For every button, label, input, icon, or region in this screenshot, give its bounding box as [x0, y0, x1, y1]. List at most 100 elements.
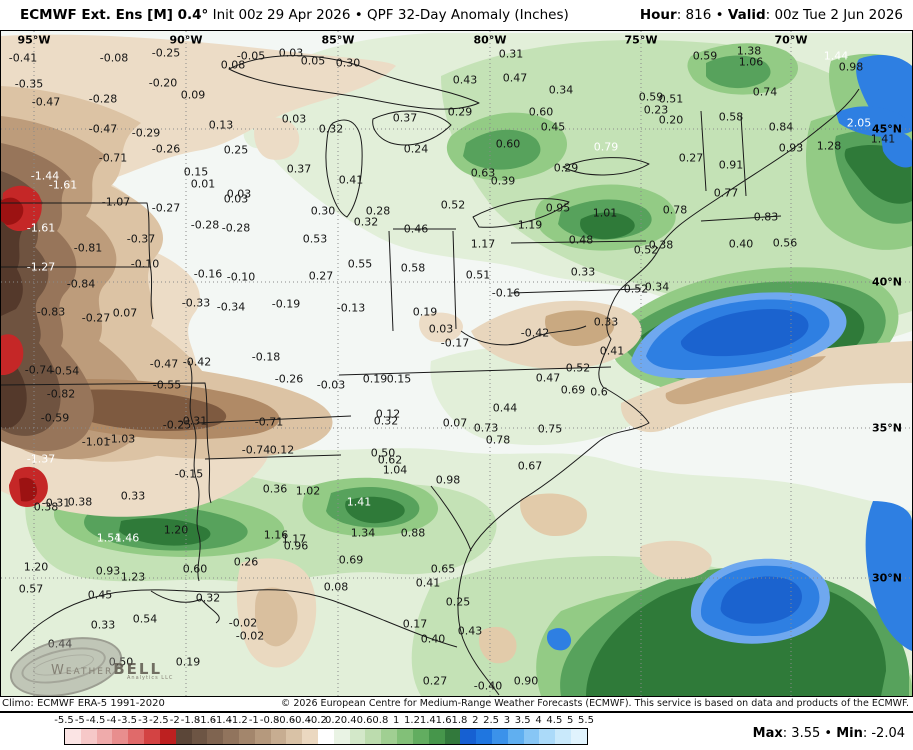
map-value-label: 0.52	[633, 243, 659, 257]
map-value-label: -0.18	[251, 350, 281, 364]
scale-color-cell	[491, 729, 508, 744]
map-value-label: 0.12	[269, 443, 295, 457]
map-value-label: 0.23	[643, 103, 669, 117]
copyright-text: © 2026 European Centre for Medium-Range …	[280, 698, 909, 709]
scale-color-cell	[65, 729, 81, 744]
map-value-label: 1.44	[823, 49, 849, 63]
map-value-label: -1.61	[48, 178, 78, 192]
scale-color-cell	[349, 729, 366, 744]
scale-color-cell	[318, 729, 334, 744]
min-value: -2.04	[871, 726, 905, 741]
map-value-label: 0.12	[375, 407, 401, 421]
map-value-label: 1.20	[163, 523, 189, 537]
scale-tick-label: -2.5	[149, 715, 169, 726]
longitude-label: 80°W	[473, 33, 507, 47]
map-value-label: 0.58	[400, 261, 426, 275]
meta-row: Climo: ECMWF ERA-5 1991-2020 © 2026 Euro…	[0, 697, 913, 710]
hour-label: Hour	[639, 7, 677, 23]
map-value-label: -0.27	[81, 311, 111, 325]
map-value-label: 0.65	[430, 562, 456, 576]
valid-value: 00z Tue 2 Jun 2026	[774, 7, 903, 23]
map-value-label: 0.47	[502, 71, 528, 85]
map-value-label: 0.41	[599, 344, 625, 358]
scale-tick-label: 4	[535, 715, 542, 726]
map-value-label: -0.41	[8, 51, 38, 65]
map-value-label: -0.05	[236, 49, 266, 63]
logo-text-bell: BELL	[113, 660, 163, 678]
map-title: ECMWF Ext. Ens [M] 0.4° Init 00z 29 Apr …	[20, 7, 569, 23]
scale-color-cell	[412, 729, 429, 744]
map-value-label: -0.25	[162, 418, 192, 432]
map-value-label: -0.31	[41, 496, 71, 510]
map-value-label: 0.41	[338, 173, 364, 187]
blues-layer	[546, 55, 912, 651]
map-value-label: 0.93	[778, 141, 804, 155]
map-value-label: 0.91	[718, 158, 744, 172]
map-value-label: 0.98	[838, 60, 864, 74]
map-value-label: 0.01	[190, 177, 216, 191]
graticule-lines	[1, 31, 912, 696]
map-value-label: 1.38	[736, 44, 762, 58]
map-value-label: 0.48	[568, 233, 594, 247]
map-value-label: 0.38	[33, 500, 59, 514]
map-value-label: 0.07	[442, 416, 468, 430]
map-value-label: -0.42	[182, 355, 212, 369]
map-value-label: 0.13	[208, 118, 234, 132]
header-bar: ECMWF Ext. Ens [M] 0.4° Init 00z 29 Apr …	[0, 0, 913, 30]
map-value-label: 0.25	[445, 595, 471, 609]
map-value-label: 0.62	[377, 453, 403, 467]
map-value-label: 0.09	[180, 88, 206, 102]
map-value-label: 0.52	[623, 282, 649, 296]
map-value-label: 0.88	[400, 526, 426, 540]
scale-tick-label: -0.2	[307, 715, 327, 726]
scale-color-cell	[507, 729, 524, 744]
map-value-label: -0.28	[190, 218, 220, 232]
map-value-label: 0.69	[338, 553, 364, 567]
latitude-label: 40°N	[871, 275, 903, 289]
scale-color-cell	[302, 729, 318, 744]
scale-tick-label: -5.5	[54, 715, 74, 726]
map-value-label: 0.15	[386, 372, 412, 386]
map-value-label: -0.26	[274, 372, 304, 386]
map-value-label: 0.43	[457, 624, 483, 638]
scale-color-cell	[555, 729, 571, 744]
scale-color-cell	[444, 729, 461, 744]
map-value-label: -0.17	[440, 336, 470, 350]
scale-tick-label: 3.5	[514, 715, 531, 726]
scale-color-cell	[80, 729, 97, 744]
map-value-label: 0.17	[402, 617, 428, 631]
logo-wordmark: WeatherBELL	[51, 659, 162, 678]
map-value-label: -0.27	[151, 201, 181, 215]
scale-tick-label: 5	[566, 715, 574, 726]
map-value-label: 0.37	[286, 162, 312, 176]
map-value-label: -0.10	[226, 270, 256, 284]
map-value-label: -0.54	[50, 364, 80, 378]
map-value-label: -1.37	[26, 452, 56, 466]
map-value-label: 1.54	[96, 531, 122, 545]
scale-color-cell	[476, 729, 492, 744]
map-value-label: -0.08	[99, 51, 129, 65]
scale-tick-label: -1	[248, 715, 259, 726]
map-value-label: 0.95	[545, 201, 571, 215]
map-value-label: 0.27	[422, 674, 448, 688]
scale-tick-label: 0.4	[340, 715, 357, 726]
map-value-label: 0.77	[713, 186, 739, 200]
map-value-label: 0.41	[415, 576, 441, 590]
map-value-label: 0.83	[753, 210, 779, 224]
map-value-label: 0.58	[718, 110, 744, 124]
map-value-label: 0.47	[535, 371, 561, 385]
scale-color-cell	[207, 729, 224, 744]
latitude-label: 35°N	[871, 421, 903, 435]
scale-color-cell	[365, 729, 382, 744]
map-value-label: 1.04	[382, 463, 408, 477]
map-value-label: -0.19	[271, 297, 301, 311]
map-value-label: 0.26	[233, 555, 259, 569]
map-value-label: -0.02	[235, 629, 265, 643]
map-value-label: 0.56	[772, 236, 798, 250]
map-value-label: -0.47	[88, 122, 118, 136]
scale-color-cell	[539, 729, 556, 744]
max-label: Max	[752, 726, 783, 741]
map-value-label: 0.6	[590, 385, 608, 399]
scale-color-cell	[397, 729, 413, 744]
